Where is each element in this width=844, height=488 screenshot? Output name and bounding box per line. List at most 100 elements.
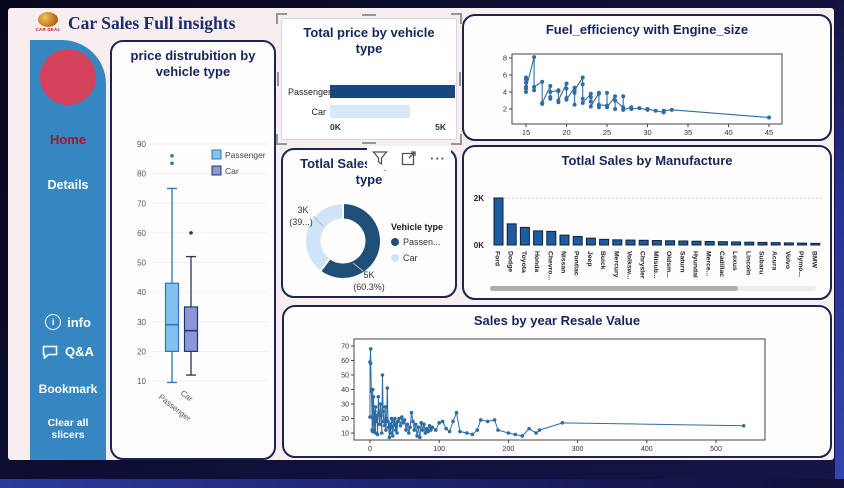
svg-text:Volvo: Volvo [784, 251, 791, 269]
svg-text:Car: Car [179, 388, 195, 403]
legend-item-car[interactable]: Car [391, 253, 443, 263]
page-title: Car Sales Full insights [68, 13, 236, 33]
report-canvas: CAR DEAL Car Sales Full insights Home De… [8, 8, 834, 460]
year-title: Sales by year Resale Value [473, 313, 641, 328]
svg-text:Honda: Honda [533, 251, 540, 272]
sidebar-item-details[interactable]: Details [47, 178, 89, 192]
svg-text:300: 300 [572, 446, 584, 453]
x-tick: 5K [435, 122, 446, 132]
x-axis: 0K 5K [330, 122, 446, 132]
svg-text:4: 4 [503, 88, 507, 97]
svg-text:6: 6 [503, 71, 507, 80]
app-logo: CAR DEAL [33, 11, 63, 41]
selection-handle[interactable] [362, 14, 376, 16]
info-icon: i [45, 314, 62, 330]
bar-label: Passenger [288, 86, 332, 97]
svg-text:40: 40 [137, 288, 146, 297]
manufacture-title: Totlal Sales by Manufacture [561, 153, 733, 168]
info-label: info [67, 314, 91, 330]
sidebar-item-home[interactable]: Home [49, 132, 87, 147]
total-price-bars[interactable]: Passenger Car [288, 85, 455, 125]
selection-handle[interactable] [451, 134, 462, 145]
svg-text:Buick: Buick [599, 251, 606, 270]
selection-handle[interactable] [276, 13, 287, 24]
donut-legend: Vehicle type Passen... Car [391, 222, 443, 269]
fuel-efficiency-chart[interactable]: 2 4 6 8 15 20 25 30 35 40 45 [466, 50, 832, 138]
chart-scrollbar[interactable] [490, 286, 816, 291]
legend-dot-light [391, 254, 399, 262]
svg-text:20: 20 [137, 347, 146, 356]
svg-text:30: 30 [137, 318, 146, 327]
svg-text:0K: 0K [474, 241, 484, 250]
svg-text:Mitsub...: Mitsub... [652, 251, 659, 279]
bar-row: Passenger [288, 85, 455, 98]
svg-text:90: 90 [137, 140, 146, 149]
x-tick: 0K [330, 122, 341, 132]
bar-row: Car [288, 105, 450, 118]
frame-edge-bottom [0, 479, 844, 488]
panel-price-distribution: price distrubition by vehicle type 10 20 3… [110, 40, 276, 460]
svg-text:8: 8 [503, 54, 507, 63]
selection-handle[interactable] [277, 72, 279, 86]
svg-text:60: 60 [341, 358, 349, 365]
manufacture-bar-chart[interactable]: 2K 0K Ford Dodge Toyota Honda Chevro... Nissan P… [464, 173, 830, 283]
scrollbar-thumb[interactable] [490, 286, 738, 291]
svg-text:500: 500 [710, 446, 722, 453]
bar-passenger[interactable] [330, 85, 455, 98]
more-options-icon[interactable]: ··· [430, 150, 446, 166]
home-button[interactable] [40, 49, 96, 105]
filter-icon[interactable] [370, 148, 390, 168]
svg-text:BMW: BMW [810, 251, 817, 269]
legend-item-passenger[interactable]: Passen... [391, 237, 443, 247]
selection-handle[interactable] [451, 13, 462, 24]
svg-text:2K: 2K [474, 194, 484, 203]
svg-text:(60.3%): (60.3%) [353, 282, 385, 292]
legend-dot-dark [391, 238, 399, 246]
svg-text:400: 400 [641, 446, 653, 453]
donut-chart[interactable]: 3K (39...) 5K (60.3%) [283, 150, 455, 296]
svg-text:20: 20 [562, 128, 570, 137]
svg-text:Lincoln: Lincoln [744, 251, 751, 275]
sidebar-item-clear-slicers[interactable]: Clear all slicers [47, 417, 89, 441]
svg-text:2: 2 [503, 105, 507, 114]
svg-text:20: 20 [341, 416, 349, 423]
boxplot-chart[interactable]: 102030405060708090PassengerCarPassengerC… [112, 88, 274, 454]
total-price-title: Total price by vehicle type [303, 25, 435, 57]
svg-text:Jeep: Jeep [586, 251, 593, 267]
svg-text:60: 60 [137, 229, 146, 238]
legend-label: Car [403, 253, 418, 263]
legend-label: Passen... [403, 237, 441, 247]
selection-handle[interactable] [276, 134, 287, 145]
selection-handle[interactable] [459, 72, 461, 86]
svg-text:15: 15 [522, 128, 530, 137]
svg-text:Cadillac: Cadillac [718, 251, 725, 277]
svg-text:25: 25 [603, 128, 611, 137]
bar-label: Car [311, 106, 326, 117]
sidebar-item-info[interactable]: i info [30, 314, 106, 330]
svg-text:Oldsm...: Oldsm... [665, 251, 672, 278]
svg-text:Merce...: Merce... [705, 251, 712, 276]
svg-text:50: 50 [341, 373, 349, 380]
svg-text:35: 35 [684, 128, 692, 137]
svg-text:50: 50 [137, 259, 146, 268]
visual-header: ··· [367, 146, 451, 170]
svg-text:Mercury: Mercury [612, 251, 619, 278]
svg-text:70: 70 [341, 344, 349, 351]
frame-edge-right [835, 0, 844, 488]
selection-handle[interactable] [362, 142, 376, 144]
svg-text:Saturn: Saturn [678, 251, 685, 273]
focus-mode-icon[interactable] [399, 148, 419, 168]
svg-text:Nissan: Nissan [560, 251, 567, 273]
sidebar-item-qa[interactable]: Q&A [30, 344, 106, 359]
svg-text:3K: 3K [297, 205, 308, 215]
bar-car[interactable] [330, 105, 410, 118]
sales-by-year-chart[interactable]: 10 20 30 40 50 60 70 0 100 200 300 400 500 [284, 333, 832, 456]
panel-fuel-efficiency: Fuel_efficiency with Engine_size 2 4 6 8 15 2… [462, 14, 832, 141]
svg-text:Passenger: Passenger [225, 150, 266, 160]
svg-text:30: 30 [341, 402, 349, 409]
svg-text:Pontiac: Pontiac [573, 251, 580, 276]
panel-sales-by-manufacture: Totlal Sales by Manufacture 2K 0K Ford Dodg… [462, 145, 832, 300]
logo-icon [38, 12, 58, 27]
sidebar-item-bookmark[interactable]: Bookmark [38, 382, 98, 396]
